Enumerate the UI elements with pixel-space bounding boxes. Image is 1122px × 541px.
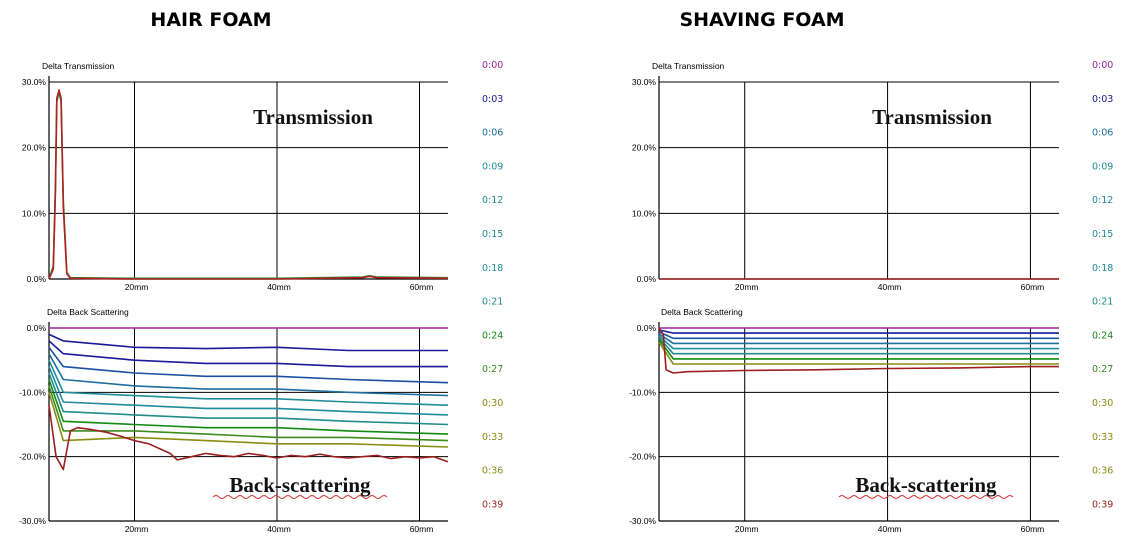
legend-time-label: 0:00 [1092,60,1113,71]
y-tick-label: 30.0% [632,77,657,87]
legend-time-label: 0:36 [482,466,503,477]
data-series-line [48,89,449,280]
data-series-line [48,385,449,442]
y-tick-label: 10.0% [22,208,47,218]
data-series-line [48,392,449,448]
x-tick-label: 60mm [410,524,434,534]
y-tick-label: -10.0% [19,387,46,397]
x-tick-label: 40mm [267,282,291,292]
data-series-line [48,379,449,435]
legend-time-label: 0:03 [1092,94,1113,105]
x-tick-label: 40mm [267,524,291,534]
legend-time-label: 0:30 [1092,398,1113,409]
data-series-line [658,339,1059,360]
legend-time-label: 0:21 [1092,297,1113,308]
hair-backscattering-chart: Delta Back Scattering 20mm 40mm 60mm 0.0% -1… [19,307,449,534]
legend-time-label: 0:09 [482,161,503,172]
data-series-line [48,91,449,280]
chart-subtitle: Delta Back Scattering [47,307,129,317]
legend-time-label: 0:18 [482,263,503,274]
y-tick-label: 0.0% [637,323,657,333]
legend-time-label: 0:09 [1092,161,1113,172]
shaving-backscattering-chart: Delta Back Scattering 20mm 40mm 60mm 0.0% -1… [629,307,1059,534]
data-series-line [658,329,1059,334]
shaving-transmission-chart: Delta Transmission 20mm 40mm 60mm 0.0% 10.0%… [632,61,1059,292]
legend-time-label: 0:30 [482,398,503,409]
chart-annotation: Back-scattering [855,473,997,497]
legend-time-label: 0:33 [482,432,503,443]
data-series-line [48,359,449,406]
y-tick-label: 0.0% [27,323,47,333]
legend-time-label: 0:06 [1092,128,1113,139]
legend-time-label: 0:27 [1092,364,1113,375]
x-tick-label: 20mm [125,282,149,292]
time-legend-right: 0:00 0:03 0:06 0:09 0:12 0:15 0:18 0:21 0:24 0:27… [1092,60,1113,510]
data-series-line [48,346,449,384]
x-tick-label: 20mm [125,524,149,534]
y-tick-label: -30.0% [19,516,46,526]
data-series-line [658,341,1059,365]
x-tick-label: 20mm [735,524,759,534]
x-tick-label: 40mm [878,282,902,292]
panel-title-left: HAIR FOAM [150,9,271,31]
legend-time-label: 0:03 [482,94,503,105]
x-tick-label: 60mm [1021,524,1045,534]
y-tick-label: 10.0% [632,208,657,218]
legend-time-label: 0:36 [1092,466,1113,477]
chart-annotation: Transmission [872,105,992,129]
y-tick-label: -20.0% [629,452,656,462]
legend-time-label: 0:06 [482,128,503,139]
legend-time-label: 0:27 [482,364,503,375]
data-series-line [658,331,1059,340]
data-series-line [48,333,448,352]
chart-subtitle: Delta Transmission [652,61,725,71]
x-tick-label: 20mm [735,282,759,292]
legend-time-label: 0:21 [482,297,503,308]
data-series-line [48,340,448,368]
y-tick-label: 20.0% [632,143,657,153]
legend-time-label: 0:12 [1092,195,1113,206]
chart-subtitle: Delta Transmission [42,61,115,71]
y-tick-label: -20.0% [19,452,46,462]
data-series-line [48,405,449,471]
y-tick-label: 20.0% [22,143,47,153]
data-series-line [658,335,1059,350]
y-tick-label: 0.0% [637,274,657,284]
legend-time-label: 0:18 [1092,263,1113,274]
spellcheck-underline [212,495,388,499]
legend-time-label: 0:24 [482,330,503,341]
chart-subtitle: Delta Back Scattering [661,307,743,317]
y-tick-label: -30.0% [629,516,656,526]
legend-time-label: 0:39 [482,499,503,510]
y-tick-label: -10.0% [629,387,656,397]
chart-annotation: Transmission [253,105,373,129]
panel-title-right: SHAVING FOAM [679,9,844,31]
legend-time-label: 0:12 [482,195,503,206]
legend-time-label: 0:33 [1092,432,1113,443]
y-tick-label: 30.0% [22,77,47,87]
x-tick-label: 60mm [1021,282,1045,292]
data-series-line [658,333,1059,345]
data-series-line [658,327,1059,374]
data-series-line [48,372,449,426]
data-series-line [658,337,1059,355]
legend-time-label: 0:39 [1092,499,1113,510]
legend-time-label: 0:15 [482,229,503,240]
chart-annotation: Back-scattering [229,473,371,497]
x-tick-label: 60mm [410,282,434,292]
x-tick-label: 40mm [878,524,902,534]
data-series-line [48,353,449,397]
legend-time-label: 0:24 [1092,330,1113,341]
legend-time-label: 0:00 [482,60,503,71]
y-tick-label: 0.0% [27,274,47,284]
hair-transmission-chart: Delta Transmission 20mm 40mm 60mm 0.0% 10.0%… [22,61,449,292]
time-legend-left: 0:00 0:03 0:06 0:09 0:12 0:15 0:18 0:21 0:24 0:27… [482,60,503,510]
data-series-line [48,366,449,416]
spellcheck-underline [838,495,1014,499]
legend-time-label: 0:15 [1092,229,1113,240]
